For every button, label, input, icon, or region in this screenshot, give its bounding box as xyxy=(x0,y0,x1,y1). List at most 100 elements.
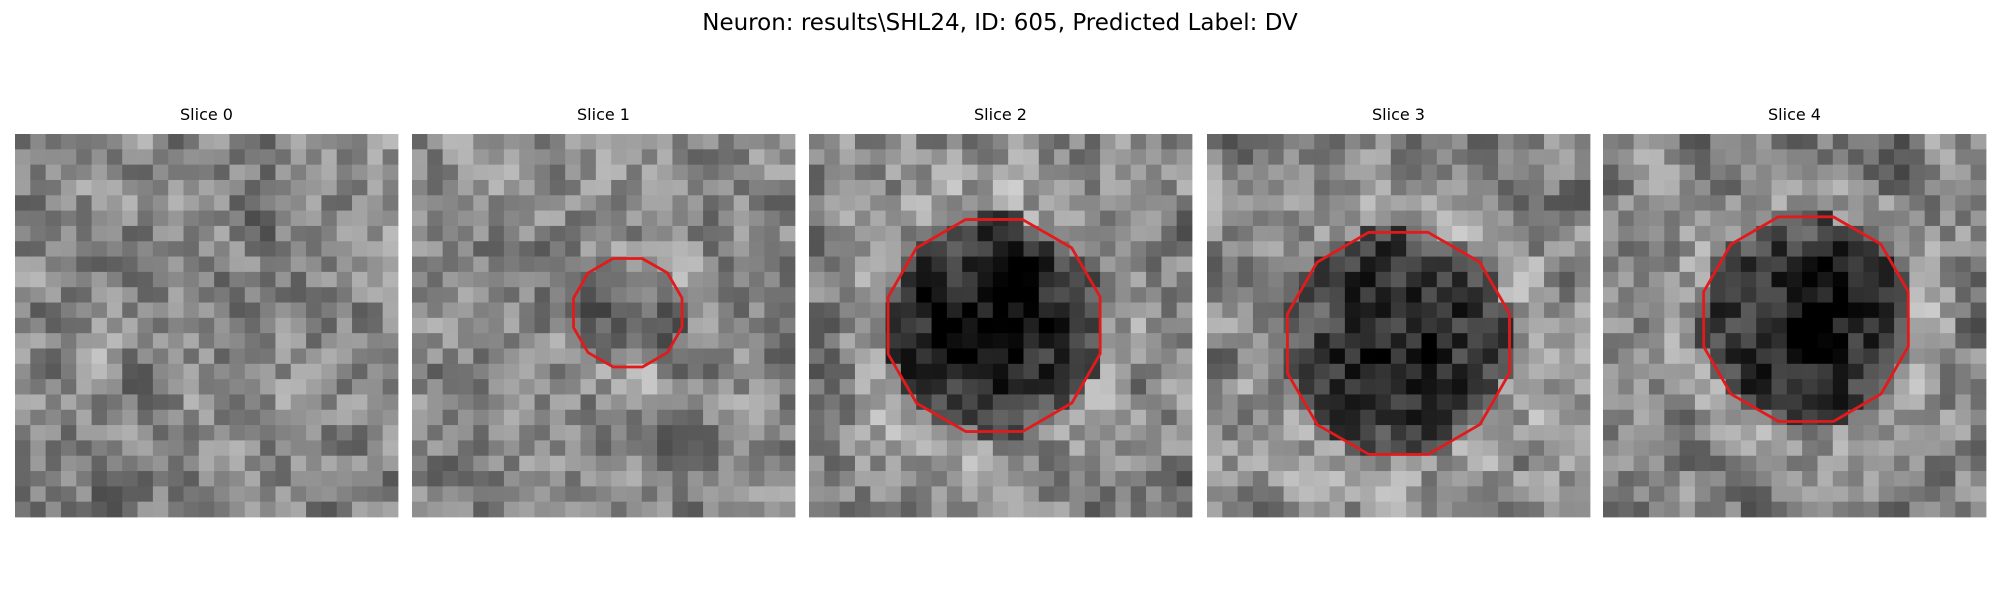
pixel xyxy=(1314,455,1330,472)
pixel xyxy=(1970,333,1987,349)
pixel xyxy=(1237,179,1254,196)
pixel xyxy=(1786,287,1803,303)
pixel xyxy=(1054,195,1070,211)
pixel xyxy=(244,195,261,211)
pixel xyxy=(1940,455,1956,472)
pixel xyxy=(106,486,123,503)
pixel xyxy=(137,149,154,166)
pixel xyxy=(1161,317,1178,334)
pixel xyxy=(1559,195,1576,211)
pixel xyxy=(229,409,246,426)
pixel xyxy=(703,409,719,426)
pixel xyxy=(457,164,474,181)
pixel xyxy=(916,195,932,211)
pixel xyxy=(260,409,276,426)
pixel xyxy=(779,179,796,196)
pixel xyxy=(15,134,31,150)
pixel xyxy=(1618,149,1635,166)
pixel xyxy=(275,333,292,349)
pixel xyxy=(1008,333,1024,349)
pixel xyxy=(749,455,765,472)
pixel xyxy=(1559,486,1576,503)
pixel xyxy=(321,179,338,196)
pixel xyxy=(1817,241,1834,257)
pixel xyxy=(718,271,735,288)
pixel xyxy=(1848,287,1864,303)
pixel xyxy=(1146,455,1162,472)
pixel xyxy=(1023,225,1040,242)
pixel xyxy=(45,348,62,365)
pixel xyxy=(931,179,948,196)
pixel xyxy=(1832,149,1849,166)
pixel xyxy=(1176,379,1193,395)
pixel xyxy=(306,379,322,395)
pixel xyxy=(1909,134,1926,150)
pixel xyxy=(565,179,581,196)
pixel xyxy=(1268,179,1284,196)
pixel xyxy=(534,256,551,273)
pixel xyxy=(718,486,735,503)
pixel xyxy=(473,256,489,273)
pixel xyxy=(275,348,292,365)
pixel xyxy=(687,256,704,273)
pixel xyxy=(1084,195,1101,211)
pixel xyxy=(1955,271,1972,288)
pixel xyxy=(1054,440,1070,457)
pixel xyxy=(565,210,581,227)
slice-image xyxy=(15,134,399,518)
pixel xyxy=(106,501,123,518)
pixel xyxy=(854,195,871,211)
pixel xyxy=(1161,225,1178,242)
pixel xyxy=(900,302,917,319)
pixel xyxy=(779,164,796,181)
pixel xyxy=(1375,440,1392,457)
pixel xyxy=(749,302,765,319)
pixel xyxy=(1618,317,1635,334)
pixel xyxy=(1237,256,1254,273)
pixel xyxy=(672,486,689,503)
pixel xyxy=(870,379,886,395)
pixel xyxy=(442,486,459,503)
pixel xyxy=(1544,241,1560,257)
pixel xyxy=(473,363,489,380)
pixel xyxy=(672,241,689,257)
pixel xyxy=(473,134,489,150)
pixel xyxy=(1054,225,1070,242)
pixel xyxy=(1008,256,1024,273)
pixel xyxy=(1878,195,1895,211)
pixel xyxy=(1894,149,1910,166)
pixel xyxy=(1544,379,1560,395)
pixel xyxy=(962,486,978,503)
pixel xyxy=(1603,317,1619,334)
pixel xyxy=(1633,440,1650,457)
pixel xyxy=(992,409,1009,426)
pixel xyxy=(352,164,368,181)
pixel xyxy=(260,179,276,196)
pixel xyxy=(122,302,138,319)
pixel xyxy=(306,501,322,518)
pixel xyxy=(1130,134,1147,150)
pixel xyxy=(1421,164,1438,181)
pixel xyxy=(1940,333,1956,349)
pixel xyxy=(321,271,338,288)
pixel xyxy=(1756,164,1772,181)
pixel xyxy=(1421,302,1438,319)
pixel xyxy=(839,409,856,426)
pixel xyxy=(214,134,230,150)
pixel xyxy=(1360,425,1376,441)
pixel xyxy=(519,164,535,181)
pixel xyxy=(1756,425,1772,441)
pixel xyxy=(1375,501,1392,518)
pixel xyxy=(1161,134,1178,150)
pixel xyxy=(1710,379,1726,395)
pixel xyxy=(1344,210,1361,227)
pixel xyxy=(1146,333,1162,349)
pixel xyxy=(1603,302,1619,319)
pixel xyxy=(1084,486,1101,503)
pixel xyxy=(839,440,856,457)
pixel xyxy=(1648,440,1665,457)
pixel xyxy=(137,348,154,365)
pixel xyxy=(1940,471,1956,487)
pixel xyxy=(321,471,338,487)
pixel xyxy=(473,425,489,441)
